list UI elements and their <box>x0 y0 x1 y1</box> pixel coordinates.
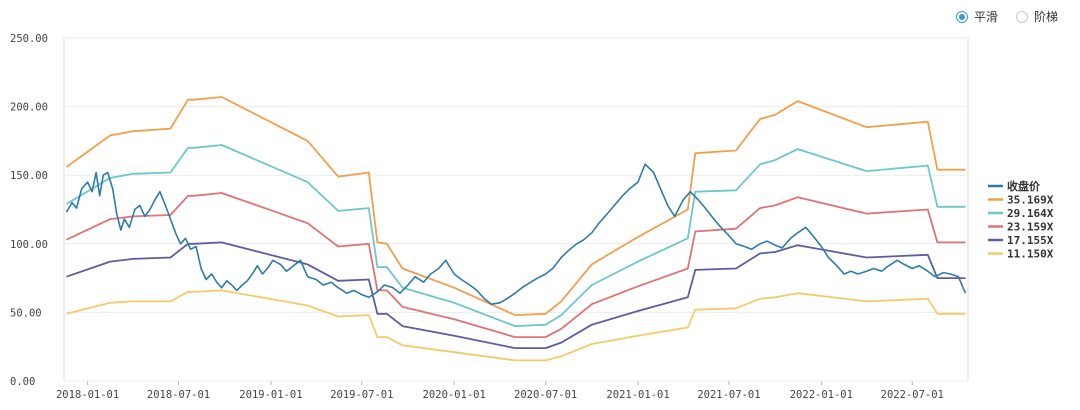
series-line-23.159X <box>66 192 966 338</box>
x-tick-label: 2022-07-01 <box>881 389 944 401</box>
x-tick-label: 2019-07-01 <box>330 389 393 401</box>
legend-label: 23.159X <box>1007 221 1054 234</box>
x-tick-label: 2018-07-01 <box>147 389 210 401</box>
x-tick-label: 2021-07-01 <box>697 389 760 401</box>
y-axis-tick-labels: 0.00 50.00 100.00 150.00 200.00 250.00 <box>10 33 48 388</box>
series-line-11.150X <box>66 289 966 362</box>
series-line-35.169X <box>65 96 966 316</box>
smooth-radio-icon[interactable] <box>955 10 968 23</box>
grid-lines <box>63 37 969 385</box>
legend-label: 35.169X <box>1007 194 1054 207</box>
series-line-收盘价 <box>65 163 967 305</box>
step-option[interactable]: 阶梯 <box>1015 8 1058 25</box>
series-lines <box>65 96 967 362</box>
x-tick-label: 2021-01-01 <box>606 389 669 401</box>
series-line-17.155X <box>66 241 966 349</box>
legend-label: 29.164X <box>1007 207 1054 220</box>
legend-item[interactable]: 23.159X <box>988 221 1054 234</box>
smoothing-toggle: 平滑 阶梯 <box>955 8 1058 25</box>
legend-label: 收盘价 <box>1007 179 1041 193</box>
plot-frame <box>63 37 969 382</box>
legend-item[interactable]: 收盘价 <box>988 179 1041 193</box>
x-axis-tick-labels: 2018-01-01 2018-07-01 2019-01-01 2019-07-01… <box>56 389 944 401</box>
y-tick-label: 150.00 <box>10 170 48 182</box>
smooth-option[interactable]: 平滑 <box>955 8 998 25</box>
x-tick-label: 2019-01-01 <box>239 389 302 401</box>
legend-item[interactable]: 11.150X <box>988 248 1054 261</box>
y-tick-label: 50.00 <box>10 307 42 319</box>
legend-item[interactable]: 17.155X <box>988 234 1054 247</box>
legend-item[interactable]: 35.169X <box>988 194 1054 207</box>
smooth-option-label: 平滑 <box>973 10 998 24</box>
y-tick-label: 100.00 <box>10 239 48 251</box>
legend-label: 17.155X <box>1007 234 1054 247</box>
series-line-29.164X <box>66 144 966 327</box>
x-tick-label: 2022-01-01 <box>790 389 853 401</box>
step-option-label: 阶梯 <box>1033 10 1058 24</box>
x-tick-label: 2018-01-01 <box>56 389 119 401</box>
legend-label: 11.150X <box>1007 248 1054 261</box>
x-tick-label: 2020-01-01 <box>423 389 486 401</box>
y-tick-label: 250.00 <box>10 33 48 45</box>
step-radio-icon[interactable] <box>1015 10 1028 23</box>
legend-item[interactable]: 29.164X <box>988 207 1054 220</box>
x-tick-label: 2020-07-01 <box>514 389 577 401</box>
y-tick-label: 200.00 <box>10 102 48 114</box>
y-tick-label: 0.00 <box>10 376 35 388</box>
